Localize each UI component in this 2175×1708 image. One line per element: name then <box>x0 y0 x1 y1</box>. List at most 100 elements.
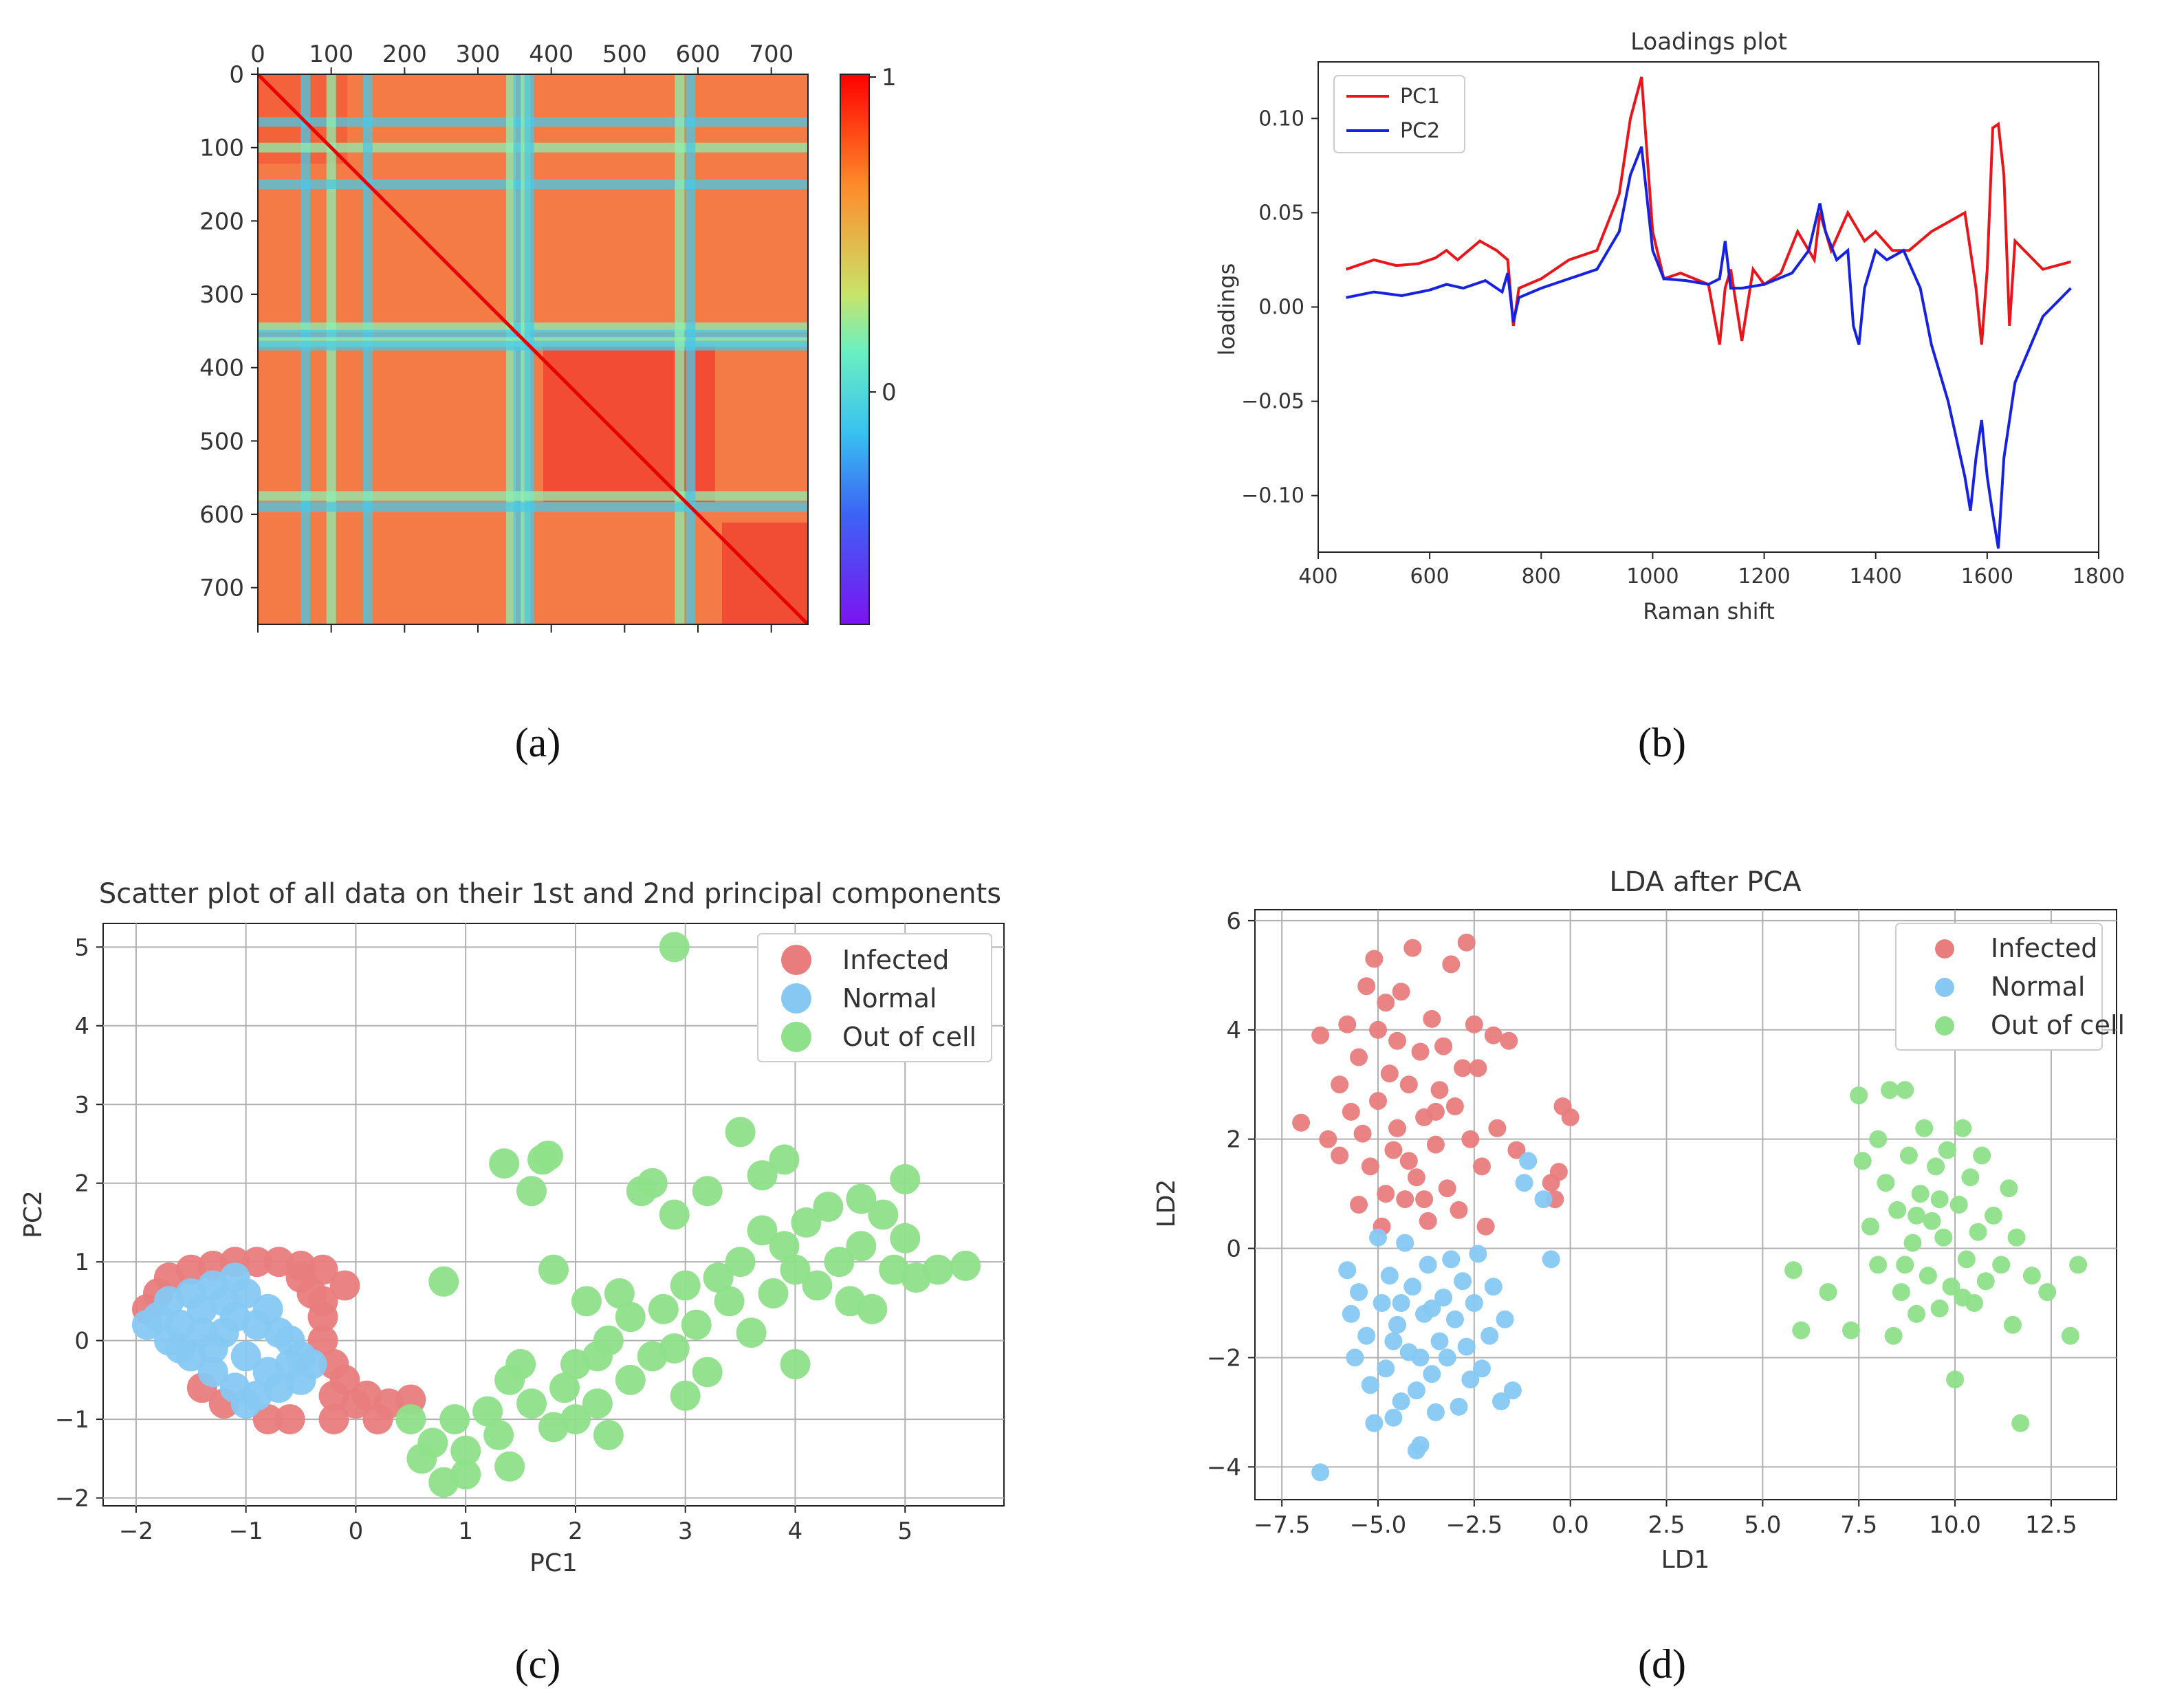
point-infected <box>1319 1130 1337 1148</box>
caption-a: (a) <box>515 720 561 765</box>
point-out-of-cell <box>692 1357 723 1388</box>
x-tick-label: 2 <box>568 1518 583 1545</box>
legend-label-normal: Normal <box>1991 972 2086 1002</box>
point-normal <box>230 1341 261 1372</box>
point-out-of-cell <box>637 1168 668 1198</box>
x-tick-label: 0 <box>250 41 265 68</box>
point-out-of-cell <box>2007 1228 2026 1247</box>
point-out-of-cell <box>824 1247 855 1278</box>
point-normal <box>1461 1370 1480 1389</box>
y-tick-label: −1 <box>55 1406 89 1434</box>
caption-c: (c) <box>515 1641 561 1687</box>
point-infected <box>1507 1141 1526 1159</box>
y-axis-label-d: LD2 <box>1152 1179 1181 1228</box>
point-out-of-cell <box>395 1404 426 1435</box>
point-infected <box>285 1262 316 1293</box>
point-out-of-cell <box>747 1215 778 1246</box>
point-out-of-cell <box>2022 1267 2041 1285</box>
heatmap-x-ticks: 0 100 200 300 400 500 600 700 <box>250 41 794 633</box>
y-tick-label: 0.05 <box>1258 201 1304 225</box>
legend-label-out-of-cell: Out of cell <box>842 1022 976 1052</box>
point-infected <box>252 1404 283 1435</box>
point-infected <box>329 1270 360 1301</box>
y-tick-label: 400 <box>199 355 244 382</box>
point-out-of-cell <box>1949 1196 1968 1214</box>
point-out-of-cell <box>868 1199 899 1230</box>
legend-label-pc1: PC1 <box>1400 85 1440 109</box>
point-normal <box>1407 1381 1425 1400</box>
point-out-of-cell <box>483 1420 514 1450</box>
correlation-bands <box>258 74 808 624</box>
point-infected <box>1461 1130 1480 1148</box>
point-normal <box>1407 1441 1425 1460</box>
point-normal <box>1419 1256 1437 1274</box>
x-tick-label: 1600 <box>1961 565 2013 589</box>
point-infected <box>1331 1146 1349 1165</box>
point-out-of-cell <box>846 1183 877 1214</box>
x-tick-label: 3 <box>678 1518 693 1545</box>
point-normal <box>1492 1392 1510 1410</box>
legend-label-out-of-cell: Out of cell <box>1991 1010 2125 1040</box>
point-out-of-cell <box>1861 1217 1879 1236</box>
point-infected <box>1377 1185 1395 1203</box>
point-infected <box>1500 1031 1518 1050</box>
point-out-of-cell <box>472 1396 503 1427</box>
low-correlation-band <box>686 74 696 624</box>
point-normal <box>197 1357 228 1388</box>
legend-marker-out-of-cell <box>1935 1016 1954 1036</box>
point-normal <box>1411 1348 1430 1367</box>
y-tick-label: 2 <box>74 1170 89 1198</box>
point-normal <box>1357 1326 1376 1345</box>
point-normal <box>1465 1294 1483 1312</box>
heatmap-a <box>258 74 808 624</box>
point-infected <box>1549 1163 1568 1181</box>
low-correlation-band <box>258 340 808 351</box>
point-normal <box>1384 1408 1403 1427</box>
point-out-of-cell <box>489 1148 520 1179</box>
y-tick-label: 0 <box>229 61 244 89</box>
caption-d: (d) <box>1638 1641 1686 1687</box>
point-out-of-cell <box>593 1325 624 1356</box>
x-tick-label: −2.5 <box>1446 1511 1503 1539</box>
point-infected <box>1338 1015 1357 1033</box>
scatter-points-d <box>1292 933 2088 1482</box>
point-infected <box>1384 1141 1403 1159</box>
point-infected <box>1415 1190 1434 1209</box>
y-tick-label: 3 <box>74 1091 89 1119</box>
line-pc2 <box>1346 146 2072 549</box>
point-out-of-cell <box>1869 1256 1888 1274</box>
x-tick-label: 800 <box>1522 565 1561 589</box>
x-tick-label: 300 <box>456 41 501 68</box>
point-normal <box>1484 1278 1502 1296</box>
y-tick-label: 0 <box>74 1328 89 1355</box>
point-normal <box>1519 1152 1538 1170</box>
point-out-of-cell <box>1930 1190 1949 1209</box>
point-normal <box>197 1333 228 1364</box>
loadings-axis-ticks: 400 600 800 1000 1200 1400 1600 1800 −0.10 −0.05 0… <box>1241 107 2125 589</box>
y-tick-label: −4 <box>1207 1454 1241 1481</box>
point-normal <box>1384 1332 1403 1350</box>
point-out-of-cell <box>648 1293 679 1324</box>
point-out-of-cell <box>890 1164 921 1194</box>
x-axis-label-c: PC1 <box>529 1549 578 1577</box>
point-infected <box>1484 1026 1502 1044</box>
point-infected <box>1442 955 1461 974</box>
point-infected <box>307 1286 338 1317</box>
point-out-of-cell <box>846 1231 877 1262</box>
point-normal <box>131 1309 162 1340</box>
point-out-of-cell <box>1877 1174 1895 1192</box>
x-tick-label: 600 <box>1410 565 1450 589</box>
legend-label-pc2: PC2 <box>1400 119 1440 143</box>
point-normal <box>1430 1332 1449 1350</box>
panel-d: LDA after PCA −7.5 −5.0 −2.5 0.0 2.5 5.0 7.5 10… <box>1152 866 2125 1687</box>
point-out-of-cell <box>2038 1283 2057 1302</box>
legend-marker-infected <box>1935 939 1954 959</box>
legend-marker-normal <box>781 983 811 1014</box>
x-tick-label: 600 <box>676 41 721 68</box>
point-infected <box>1350 1196 1368 1214</box>
y-tick-label: 6 <box>1226 908 1241 935</box>
point-out-of-cell <box>494 1451 525 1482</box>
legend-marker-normal <box>1935 978 1954 997</box>
point-out-of-cell <box>747 1160 778 1191</box>
point-normal <box>1434 1289 1453 1307</box>
